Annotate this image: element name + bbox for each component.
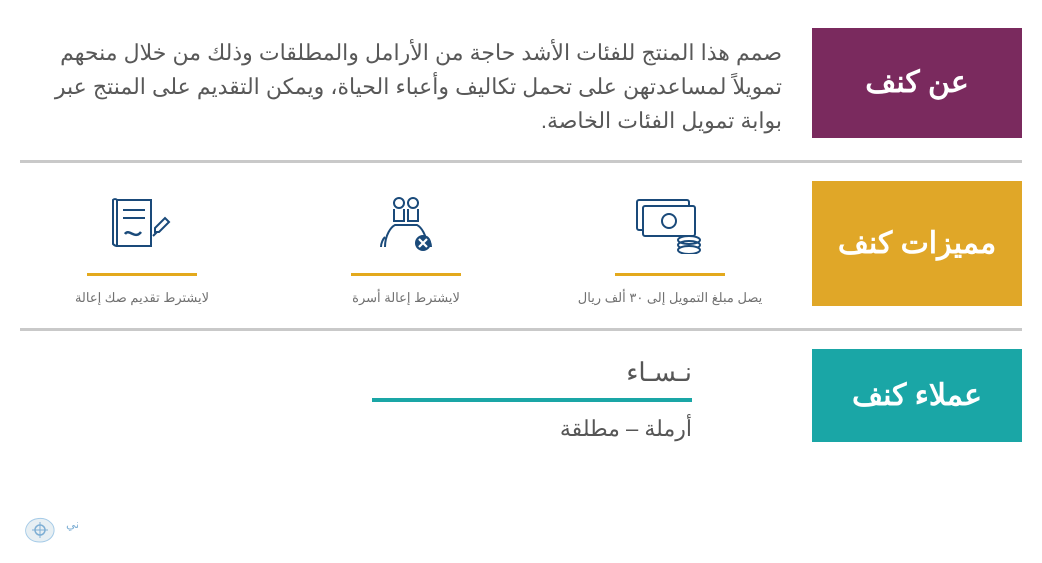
clients-tag: عملاء كنف	[812, 349, 1022, 442]
clients-underline	[372, 398, 692, 402]
feature-family: لايشترط إعالة أسرة	[294, 189, 518, 306]
about-content: صمم هذا المنتج للفئات الأشد حاجة من الأر…	[20, 28, 812, 138]
feature-amount-label: يصل مبلغ التمويل إلى ٣٠ ألف ريال	[578, 290, 762, 306]
features-tag: مميزات كنف	[812, 181, 1022, 306]
money-icon	[631, 189, 709, 261]
about-description: صمم هذا المنتج للفئات الأشد حاجة من الأر…	[30, 36, 782, 138]
clients-section: عملاء كنف نـسـاء أرملة – مطلقة	[20, 328, 1022, 464]
clients-title: نـسـاء	[626, 357, 692, 398]
about-section: عن كنف صمم هذا المنتج للفئات الأشد حاجة …	[20, 10, 1022, 160]
feature-doc-label: لايشترط تقديم صك إعالة	[75, 290, 209, 306]
features-row: يصل مبلغ التمويل إلى ٣٠ ألف ريال	[30, 189, 782, 306]
feature-underline	[351, 273, 461, 276]
feature-family-label: لايشترط إعالة أسرة	[352, 290, 460, 306]
clients-subtitle: أرملة – مطلقة	[560, 416, 692, 442]
feature-underline	[87, 273, 197, 276]
family-icon	[367, 189, 445, 261]
features-section: مميزات كنف يصل مبلغ التمويل إلى ٣٠ ألف ر…	[20, 160, 1022, 328]
feature-underline	[615, 273, 725, 276]
feature-doc: لايشترط تقديم صك إعالة	[30, 189, 254, 306]
features-content: يصل مبلغ التمويل إلى ٣٠ ألف ريال	[20, 181, 812, 306]
clients-content: نـسـاء أرملة – مطلقة	[20, 349, 812, 442]
watermark-logo: ثقفني	[8, 510, 78, 555]
document-icon	[107, 189, 177, 261]
watermark-text: ثقفني	[66, 517, 78, 531]
feature-amount: يصل مبلغ التمويل إلى ٣٠ ألف ريال	[558, 189, 782, 306]
about-tag: عن كنف	[812, 28, 1022, 138]
